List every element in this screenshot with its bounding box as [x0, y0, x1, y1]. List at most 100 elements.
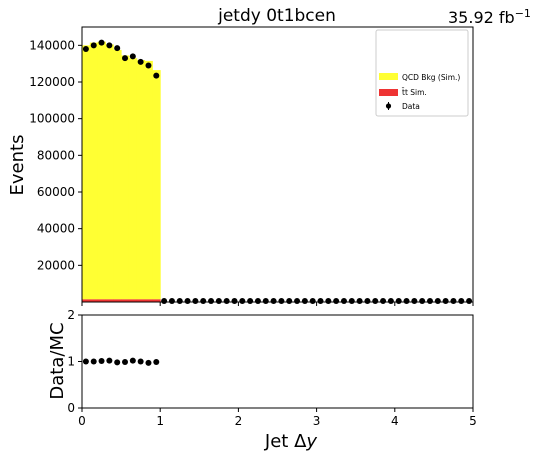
ratio-point-6 — [129, 357, 136, 364]
ratio-y-axis-label: Data/MC — [47, 322, 68, 399]
data-point-7 — [137, 58, 144, 65]
data-point-37 — [372, 298, 379, 304]
chart-title: jetdy 0t1bcen — [217, 6, 336, 26]
ratio-x-tick-label-2: 2 — [235, 414, 243, 428]
legend-ttbar-swatch — [379, 89, 398, 96]
data-point-46 — [442, 298, 449, 304]
ttbar-bar-7 — [136, 299, 146, 302]
qcd-bar-0 — [82, 45, 91, 300]
ratio-point-0 — [82, 358, 89, 365]
main-y-axis-label: Events — [7, 135, 28, 196]
data-point-39 — [387, 298, 394, 304]
luminosity-exponent: −1 — [515, 7, 531, 20]
data-point-11 — [168, 298, 175, 304]
data-point-32 — [333, 298, 340, 304]
x-axis-label-prefix: Jet Δ — [264, 431, 307, 452]
qcd-bar-6 — [128, 58, 138, 300]
data-point-15 — [200, 298, 207, 304]
data-point-42 — [411, 298, 418, 304]
ratio-y-tick-label-0: 0 — [67, 401, 75, 415]
data-point-30 — [317, 298, 324, 304]
data-point-27 — [294, 298, 301, 304]
data-point-28 — [301, 298, 308, 304]
data-point-48 — [458, 298, 465, 304]
main-x-axis-ticks — [81, 302, 474, 306]
x-axis-label-variable: y — [305, 431, 317, 452]
main-y-tick-label-2: 60000 — [37, 185, 75, 199]
ratio-x-tick-label-1: 1 — [156, 414, 164, 428]
main-y-tick-label-6: 140000 — [29, 38, 75, 52]
legend-data-label: Data — [402, 102, 420, 111]
legend-qcd-swatch — [379, 73, 398, 80]
data-point-3 — [106, 42, 113, 49]
ttbar-bar-5 — [121, 299, 130, 302]
main-histogram-bars — [82, 41, 161, 302]
qcd-bar-7 — [136, 60, 146, 300]
data-point-45 — [434, 298, 441, 304]
ratio-x-axis-ticks: 0 1 2 3 4 5 — [78, 408, 477, 428]
main-plot-frame — [81, 26, 474, 303]
main-y-tick-label-0: 20000 — [37, 258, 75, 272]
data-point-17 — [215, 298, 222, 304]
data-point-19 — [231, 298, 238, 304]
legend-frame — [375, 29, 469, 117]
ttbar-bar-1 — [89, 299, 99, 302]
ratio-point-3 — [106, 357, 113, 364]
data-point-25 — [278, 298, 285, 304]
data-point-1 — [90, 42, 97, 49]
ttbar-bar-4 — [113, 299, 122, 302]
data-point-9 — [153, 72, 160, 79]
data-point-43 — [419, 298, 426, 304]
data-point-21 — [247, 298, 254, 304]
data-point-29 — [309, 298, 316, 304]
ratio-point-9 — [153, 358, 160, 365]
ttbar-bar-0 — [82, 299, 91, 302]
ratio-x-tick-label-3: 3 — [313, 414, 321, 428]
legend-data-marker — [385, 103, 392, 109]
data-point-41 — [403, 298, 410, 304]
data-point-13 — [184, 298, 191, 304]
main-y-tick-label-5: 120000 — [29, 75, 75, 89]
data-point-23 — [262, 298, 269, 304]
x-axis-label: Jet Δy — [264, 431, 317, 452]
data-point-16 — [208, 298, 215, 304]
ratio-y-tick-label-1: 1 — [67, 355, 75, 369]
data-point-36 — [364, 298, 371, 304]
qcd-bar-5 — [121, 55, 130, 300]
legend-qcd-label: QCD Bkg (Sim.) — [402, 73, 460, 82]
data-point-12 — [176, 298, 183, 304]
ratio-point-7 — [137, 358, 144, 365]
qcd-bar-4 — [113, 49, 122, 300]
data-point-33 — [340, 298, 347, 304]
luminosity-label: 35.92 fb−1 — [448, 7, 531, 27]
data-point-40 — [395, 298, 402, 304]
ratio-point-1 — [90, 358, 97, 365]
qcd-bar-9 — [152, 70, 161, 300]
ratio-point-4 — [114, 359, 121, 366]
data-point-20 — [239, 298, 246, 304]
qcd-bar-2 — [97, 41, 106, 300]
data-point-31 — [325, 298, 332, 304]
main-y-tick-label-4: 100000 — [29, 112, 75, 126]
ratio-plot-frame — [81, 314, 474, 409]
ttbar-bar-3 — [105, 299, 114, 302]
data-point-2 — [98, 39, 105, 46]
ratio-data-points — [82, 357, 160, 366]
ttbar-bar-9 — [152, 299, 161, 302]
data-point-49 — [466, 298, 473, 304]
ttbar-bar-6 — [128, 299, 138, 302]
data-point-6 — [129, 53, 136, 60]
ratio-x-tick-label-5: 5 — [469, 414, 477, 428]
luminosity-value: 35.92 fb — [448, 8, 515, 27]
ratio-point-5 — [122, 358, 129, 365]
data-point-26 — [286, 298, 293, 304]
data-point-18 — [223, 298, 230, 304]
data-point-4 — [114, 45, 121, 52]
qcd-bar-8 — [144, 60, 153, 300]
ratio-x-tick-label-4: 4 — [391, 414, 399, 428]
data-point-22 — [254, 298, 261, 304]
data-point-0 — [82, 46, 89, 52]
data-point-34 — [348, 298, 355, 304]
ratio-y-axis-ticks: 0 1 2 — [67, 308, 82, 415]
